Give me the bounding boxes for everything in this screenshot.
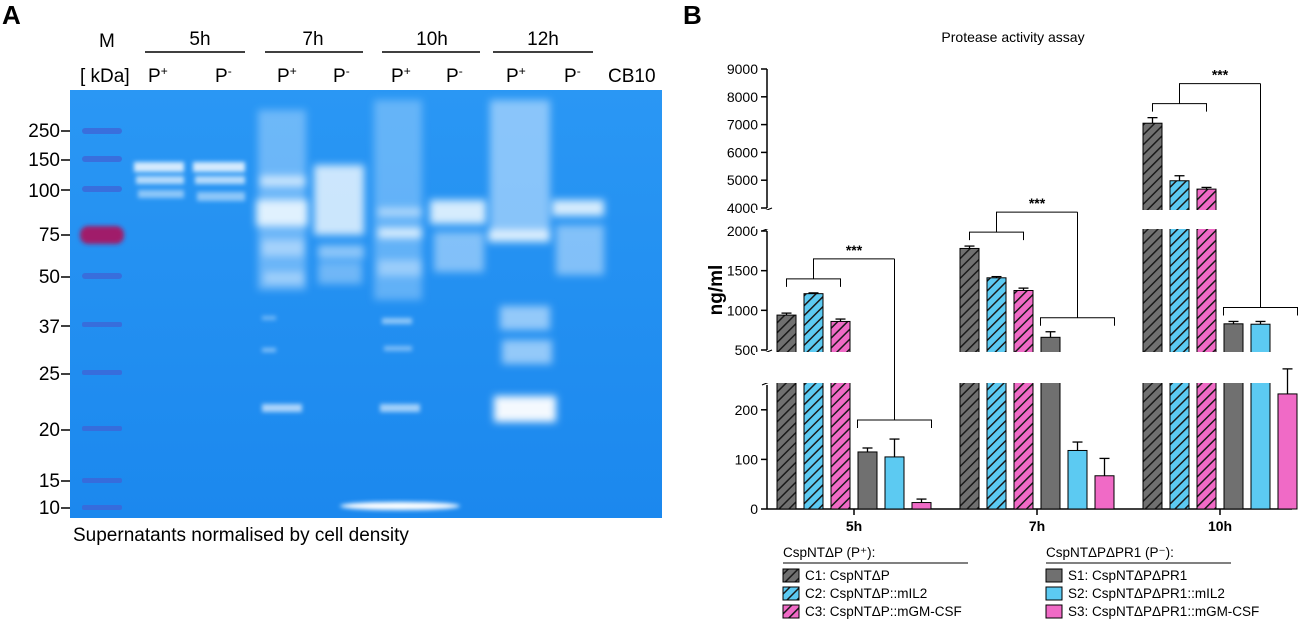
mw-label: 50 (39, 267, 60, 288)
axis-break (755, 352, 1285, 383)
chart-title: Protease activity assay (941, 29, 1084, 45)
lane-label: P+ (506, 64, 526, 87)
legend-swatch (782, 568, 800, 583)
mw-label: 15 (39, 471, 60, 492)
bar-s3-10h (1277, 393, 1298, 510)
bar-s2-7h (1067, 449, 1088, 510)
mw-label: 75 (39, 225, 60, 246)
timepoint-label-5h: 5h (189, 29, 210, 50)
timepoint-headers: 5h 7h 10h 12h (145, 29, 593, 53)
axis-break (755, 210, 1285, 229)
timepoint-label-10h: 10h (416, 29, 448, 50)
mw-label: 20 (39, 420, 60, 441)
kda-unit-label: [ kDa] (80, 66, 130, 87)
mw-label: 37 (39, 317, 60, 338)
bars (755, 122, 1298, 510)
bar-s3-5h (911, 502, 932, 510)
y-tick-label: 200 (735, 402, 759, 418)
mw-marker-labels: 250 150 100 75 50 37 25 20 15 10 (28, 121, 70, 519)
mw-label: 250 (28, 121, 60, 142)
legend-entry: S1: CspNTΔPΔPR1 (1068, 568, 1187, 583)
mw-label: 10 (39, 498, 60, 519)
legend-swatch (1045, 586, 1063, 601)
legend-entry: C2: CspNTΔP::mIL2 (805, 586, 927, 601)
legend-swatch (782, 604, 800, 619)
legend-swatch (782, 586, 800, 601)
bar-c3-5h (830, 320, 851, 510)
bar-c1-10h (1142, 122, 1163, 510)
gel-image (70, 90, 662, 518)
y-tick-label: 9000 (727, 61, 758, 77)
legend-entry: S3: CspNTΔPΔPR1::mGM-CSF (1068, 604, 1259, 619)
lane-label: P+ (391, 64, 411, 87)
bar-c1-5h (776, 314, 797, 510)
mw-label: 25 (39, 364, 60, 385)
mw-label: 150 (28, 150, 60, 171)
y-axis: 0 100 200 500 1000 1500 2000 4000 5000 6000 7000 80… (727, 61, 1292, 517)
legend-entry: C3: CspNTΔP::mGM-CSF (805, 604, 962, 619)
bar-c2-7h (986, 277, 1007, 510)
bar-s1-5h (857, 451, 878, 510)
lane-label: P- (564, 64, 581, 87)
y-tick-label: 8000 (727, 89, 758, 105)
y-tick-label: 500 (735, 342, 759, 358)
bar-c2-10h (1169, 180, 1190, 510)
lane-label: P+ (148, 64, 168, 87)
lane-labels: P+ P- P+ P- P+ P- P+ P- CB10 (148, 64, 656, 87)
lane-label: P- (333, 64, 350, 87)
x-category-label: 10h (1208, 518, 1232, 534)
panel-a: A M [ kDa] 5h 7h 10h 12h P+ P- P+ P- P+ … (2, 0, 662, 546)
y-tick-label: 1500 (727, 263, 758, 279)
y-tick-label: 100 (735, 451, 759, 467)
bar-c3-10h (1196, 188, 1217, 510)
x-category-label: 5h (846, 518, 862, 534)
legend-group-title: CspNTΔP (P⁺): (783, 545, 875, 560)
y-tick-label: 4000 (727, 200, 758, 216)
panel-b: B Protease activity assay ng/ml 0 100 200 5… (683, 0, 1298, 619)
significance-label: *** (1029, 195, 1046, 211)
bar-s1-10h (1223, 323, 1244, 510)
lane-label: P- (446, 64, 463, 87)
y-tick-label: 6000 (727, 144, 758, 160)
control-lane-label: CB10 (608, 66, 656, 87)
bar-c2-5h (803, 293, 824, 510)
bar-s2-5h (884, 456, 905, 510)
significance-brackets: *** *** *** (786, 67, 1298, 428)
significance-label: *** (846, 242, 863, 258)
legend-swatch (1045, 604, 1063, 619)
bar-c3-7h (1013, 290, 1034, 510)
significance-label: *** (1212, 67, 1229, 83)
timepoint-label-7h: 7h (302, 29, 323, 50)
mw-label: 100 (28, 181, 60, 202)
lane-label: P+ (277, 64, 297, 87)
legend-swatch (1045, 568, 1063, 583)
timepoint-label-12h: 12h (527, 29, 559, 50)
x-axis-categories: 5h 7h 10h (846, 509, 1232, 534)
y-tick-label: 2000 (727, 223, 758, 239)
x-category-label: 7h (1029, 518, 1045, 534)
gel-caption: Supernatants normalised by cell density (73, 525, 409, 546)
y-tick-label: 0 (750, 501, 758, 517)
bar-s2-10h (1250, 323, 1271, 510)
y-tick-label: 7000 (727, 117, 758, 133)
panel-a-letter: A (2, 0, 21, 30)
error-bars (781, 117, 1293, 503)
bar-s3-7h (1094, 475, 1115, 510)
legend-entry: C1: CspNTΔP (805, 568, 890, 583)
y-tick-label: 1000 (727, 302, 758, 318)
y-tick-label: 5000 (727, 172, 758, 188)
marker-lane-label: M (99, 31, 115, 52)
y-axis-label: ng/ml (706, 265, 727, 316)
panel-b-letter: B (683, 0, 702, 30)
lane-label: P- (215, 64, 232, 87)
legend-entry: S2: CspNTΔPΔPR1::mIL2 (1068, 586, 1225, 601)
legend-group-title: CspNTΔPΔPR1 (P⁻): (1046, 545, 1174, 560)
